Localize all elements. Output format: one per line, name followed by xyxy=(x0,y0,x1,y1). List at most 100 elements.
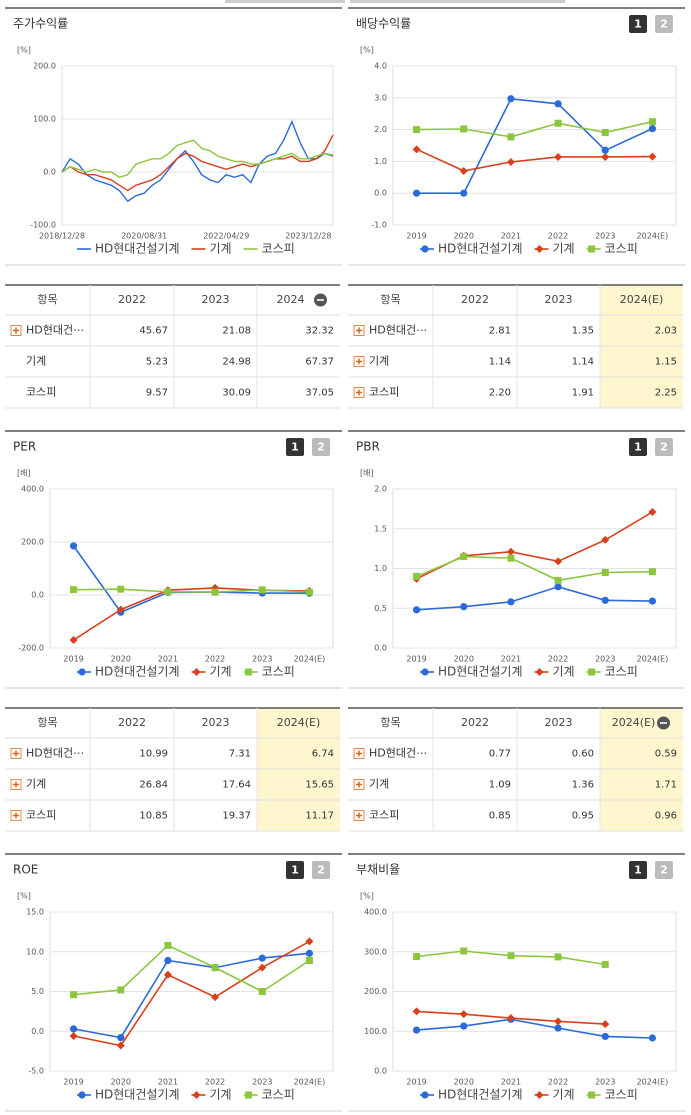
marker xyxy=(507,952,515,960)
marker xyxy=(421,1091,429,1099)
series-line xyxy=(73,952,310,1039)
expand-icon[interactable] xyxy=(356,358,362,365)
x-tick-label: 2022 xyxy=(548,655,568,664)
table-cell: 0.85 xyxy=(489,811,511,822)
tab-label[interactable]: 2 xyxy=(660,864,668,877)
expand-icon[interactable] xyxy=(356,327,362,334)
table-cell: 1.35 xyxy=(572,326,594,337)
x-tick-label: 2020 xyxy=(454,655,474,664)
marker xyxy=(305,949,314,957)
marker xyxy=(507,554,515,562)
y-tick-label: 5.0 xyxy=(31,987,44,996)
marker xyxy=(305,956,313,964)
marker xyxy=(413,953,421,961)
x-tick-label: 2018/12/28 xyxy=(39,232,85,241)
marker xyxy=(460,947,468,955)
tab-button[interactable] xyxy=(629,438,647,456)
legend-label: HD현대건설기계 xyxy=(95,242,180,256)
row-label: 기계 xyxy=(26,355,46,368)
table-cell: 5.23 xyxy=(146,357,168,368)
expand-icon[interactable] xyxy=(13,327,19,334)
x-tick-label: 2024(E) xyxy=(637,232,669,241)
marker xyxy=(507,133,515,141)
x-tick-label: 2020/08/31 xyxy=(121,232,167,241)
table-cell: 19.37 xyxy=(222,811,251,822)
tab-label[interactable]: 2 xyxy=(317,864,325,877)
y-tick-label: 0.0 xyxy=(31,591,44,600)
marker xyxy=(459,166,468,175)
table-cell: 2.20 xyxy=(489,388,511,399)
tab-button[interactable] xyxy=(286,438,304,456)
expand-icon[interactable] xyxy=(13,812,19,819)
legend-label: 기계 xyxy=(210,242,232,256)
chart-title: PER xyxy=(13,440,36,454)
series-line xyxy=(416,1018,653,1039)
tab-label[interactable]: 1 xyxy=(291,441,299,454)
y-tick-label: 0.5 xyxy=(374,604,387,613)
table-cell: 1.71 xyxy=(655,780,677,791)
tab-button[interactable] xyxy=(312,438,330,456)
y-tick-label: 1.5 xyxy=(374,524,387,533)
marker xyxy=(163,970,172,979)
row-label: 코스피 xyxy=(26,386,56,399)
marker xyxy=(460,1022,468,1030)
y-tick-label: 3.0 xyxy=(374,93,387,102)
expand-icon[interactable] xyxy=(356,389,362,396)
y-tick-label: 400.0 xyxy=(364,908,387,917)
chart-title: 배당수익률 xyxy=(356,17,411,31)
marker xyxy=(460,125,468,133)
tab-label[interactable]: 2 xyxy=(660,441,668,454)
marker xyxy=(648,152,657,161)
tab-label[interactable]: 1 xyxy=(634,18,642,31)
expand-icon[interactable] xyxy=(356,812,362,819)
marker xyxy=(211,993,220,1002)
marker xyxy=(117,1034,125,1042)
marker xyxy=(535,245,544,253)
x-tick-label: 2019 xyxy=(63,1078,83,1087)
tab-button[interactable] xyxy=(655,438,673,456)
tab-button[interactable] xyxy=(629,15,647,33)
marker xyxy=(192,1091,201,1099)
y-unit: [배] xyxy=(17,469,31,478)
tab-button[interactable] xyxy=(312,861,330,879)
tab-label[interactable]: 2 xyxy=(317,441,325,454)
marker xyxy=(192,668,201,676)
table-cell: 1.09 xyxy=(489,780,511,791)
x-tick-label: 2023 xyxy=(595,655,615,664)
table-header: 2022 xyxy=(461,293,489,306)
marker xyxy=(648,1034,657,1042)
x-tick-label: 2019 xyxy=(406,655,426,664)
row-label: 기계 xyxy=(369,778,389,791)
x-tick-label: 2021 xyxy=(501,232,521,241)
marker xyxy=(116,605,125,614)
row-label: 코스피 xyxy=(369,809,399,822)
marker xyxy=(258,963,267,972)
marker xyxy=(69,542,78,550)
marker xyxy=(258,586,266,594)
tab-button[interactable] xyxy=(655,15,673,33)
marker xyxy=(588,668,596,676)
expand-icon[interactable] xyxy=(13,750,19,757)
tab-label[interactable]: 1 xyxy=(634,441,642,454)
tab-label[interactable]: 2 xyxy=(660,18,668,31)
expand-icon[interactable] xyxy=(356,781,362,788)
x-tick-label: 2021 xyxy=(501,1078,521,1087)
marker xyxy=(258,988,266,995)
tab-button[interactable] xyxy=(286,861,304,879)
expand-icon[interactable] xyxy=(13,781,19,788)
table-cell: 21.08 xyxy=(222,326,251,337)
y-tick-label: 100.0 xyxy=(33,115,56,124)
marker xyxy=(211,964,219,972)
expand-icon[interactable] xyxy=(356,750,362,757)
y-tick-label: -100.0 xyxy=(30,221,56,230)
legend-label: HD현대건설기계 xyxy=(95,1088,180,1102)
table-cell: 45.67 xyxy=(139,326,168,337)
marker xyxy=(554,100,562,108)
tab-button[interactable] xyxy=(629,861,647,879)
tab-button[interactable] xyxy=(655,861,673,879)
marker xyxy=(601,596,609,604)
tab-label[interactable]: 1 xyxy=(634,864,642,877)
marker xyxy=(506,158,515,167)
tab-label[interactable]: 1 xyxy=(291,864,299,877)
table-cell: 17.64 xyxy=(222,780,251,791)
